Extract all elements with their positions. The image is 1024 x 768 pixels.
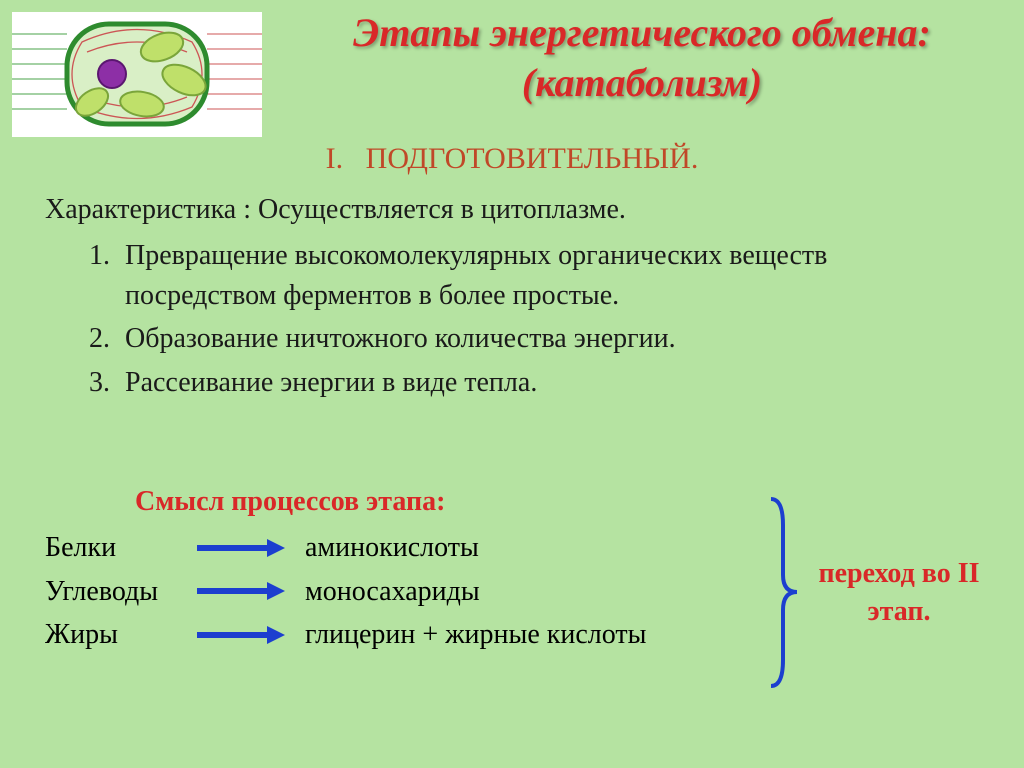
points-list: Превращение высокомолекулярных органичес…: [45, 236, 974, 403]
transform-from: Жиры: [45, 615, 195, 655]
characteristic-label: Характеристика :: [45, 194, 251, 225]
characteristic-line: Характеристика : Осуществляется в цитопл…: [45, 190, 974, 230]
transform-from: Белки: [45, 528, 195, 568]
stage-heading: I. ПОДГОТОВИТЕЛЬНЫЙ.: [0, 142, 1024, 176]
curly-brace-icon: [763, 495, 799, 690]
stage-number: I.: [326, 142, 344, 175]
transform-from: Углеводы: [45, 572, 195, 612]
content-block: Характеристика : Осуществляется в цитопл…: [45, 190, 974, 407]
stage-name: ПОДГОТОВИТЕЛЬНЫЙ.: [366, 142, 699, 175]
list-item: Рассеивание энергии в виде тепла.: [117, 363, 974, 403]
arrow-right-icon: [195, 582, 305, 600]
list-item: Образование ничтожного количества энерги…: [117, 319, 974, 359]
arrow-right-icon: [195, 539, 305, 557]
arrow-right-icon: [195, 626, 305, 644]
transition-block: переход во II этап.: [763, 495, 989, 690]
list-item: Превращение высокомолекулярных органичес…: [117, 236, 974, 316]
cell-diagram: [12, 12, 262, 137]
characteristic-value: Осуществляется в цитоплазме.: [258, 194, 626, 225]
plant-cell-icon: [12, 12, 262, 137]
page-title: Этапы энергетического обмена:(катаболизм…: [290, 8, 994, 108]
transition-label: переход во II этап.: [809, 555, 989, 631]
